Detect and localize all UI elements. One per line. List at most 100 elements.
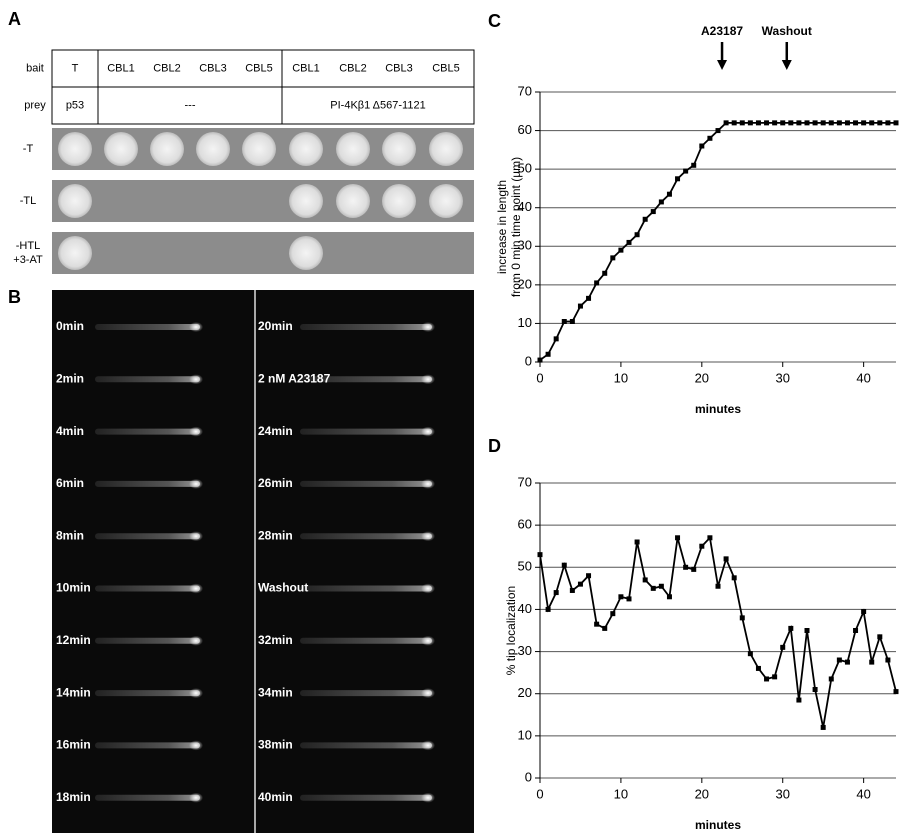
data-point (546, 352, 551, 357)
data-point (764, 676, 769, 681)
data-point (740, 615, 745, 620)
colony (289, 236, 323, 270)
data-point (586, 296, 591, 301)
data-point (651, 586, 656, 591)
bait-label: CBL2 (153, 62, 181, 74)
colony (150, 132, 184, 166)
tip-glow (189, 688, 203, 698)
data-point (691, 567, 696, 572)
condition-label: -T (23, 143, 34, 155)
data-point (554, 590, 559, 595)
data-point (837, 120, 842, 125)
tip-glow (189, 740, 203, 750)
condition-label: -TL (20, 195, 37, 207)
data-point (853, 628, 858, 633)
data-point (805, 628, 810, 633)
data-point (821, 120, 826, 125)
prey-label: PI-4Kβ1 Δ567-1121 (330, 99, 425, 111)
data-point (699, 544, 704, 549)
x-axis-label: minutes (695, 402, 741, 416)
data-point (885, 658, 890, 663)
data-point (869, 120, 874, 125)
time-label: 24min (258, 424, 293, 438)
hypha (95, 586, 200, 592)
y-tick-label: 50 (518, 559, 532, 574)
data-point (756, 120, 761, 125)
tip-glow (189, 479, 203, 489)
data-point (627, 596, 632, 601)
time-label: 26min (258, 476, 293, 490)
tip-glow (421, 479, 435, 489)
bait-label: CBL2 (339, 62, 367, 74)
condition-label: +3-AT (13, 254, 43, 266)
bait-label: CBL1 (107, 62, 135, 74)
annotation: A23187 (701, 24, 743, 38)
data-point (764, 120, 769, 125)
data-point (586, 573, 591, 578)
hypha (95, 690, 200, 696)
tip-glow (189, 793, 203, 803)
colony (58, 184, 92, 218)
time-label: 20min (258, 319, 293, 333)
colony (242, 132, 276, 166)
data-point (594, 280, 599, 285)
data-line (540, 538, 896, 728)
x-tick-label: 40 (856, 370, 870, 385)
colony (382, 184, 416, 218)
data-point (651, 209, 656, 214)
data-point (538, 552, 543, 557)
data-point (845, 660, 850, 665)
data-point (618, 248, 623, 253)
page: AbaitpreyTCBL1CBL2CBL3CBL5CBL1CBL2CBL3CB… (0, 0, 901, 835)
data-point (538, 358, 543, 363)
data-point (877, 634, 882, 639)
data-point (724, 120, 729, 125)
data-point (885, 120, 890, 125)
time-label: 10min (56, 581, 91, 595)
data-point (805, 120, 810, 125)
data-point (772, 674, 777, 679)
time-label: 18min (56, 790, 91, 804)
y-tick-label: 60 (518, 517, 532, 532)
data-point (772, 120, 777, 125)
bait-label: CBL3 (385, 62, 413, 74)
data-point (562, 563, 567, 568)
colony (429, 184, 463, 218)
colony (336, 184, 370, 218)
hypha (95, 742, 200, 748)
tip-glow (421, 374, 435, 384)
time-label: Washout (258, 581, 308, 595)
data-point (748, 651, 753, 656)
data-point (643, 577, 648, 582)
data-point (732, 575, 737, 580)
figure: AbaitpreyTCBL1CBL2CBL3CBL5CBL1CBL2CBL3CB… (0, 0, 901, 835)
data-point (788, 120, 793, 125)
hypha (300, 324, 432, 330)
bait-label: T (72, 62, 79, 74)
data-point (610, 611, 615, 616)
colony (196, 132, 230, 166)
bait-label: CBL5 (245, 62, 273, 74)
data-point (796, 698, 801, 703)
hypha (300, 638, 432, 644)
data-point (675, 176, 680, 181)
tip-glow (189, 374, 203, 384)
hypha (300, 533, 432, 539)
data-point (716, 584, 721, 589)
time-label: 28min (258, 528, 293, 542)
hypha (95, 429, 200, 435)
hypha (95, 481, 200, 487)
data-point (821, 725, 826, 730)
panel-letter: D (488, 436, 501, 456)
hypha (95, 376, 200, 382)
data-point (546, 607, 551, 612)
colony (289, 184, 323, 218)
x-tick-label: 10 (614, 786, 628, 801)
data-point (570, 319, 575, 324)
tip-glow (421, 531, 435, 541)
bait-label: CBL5 (432, 62, 460, 74)
panel-letter: A (8, 9, 21, 29)
x-tick-label: 20 (695, 786, 709, 801)
hypha (95, 533, 200, 539)
row-header: prey (24, 99, 46, 111)
